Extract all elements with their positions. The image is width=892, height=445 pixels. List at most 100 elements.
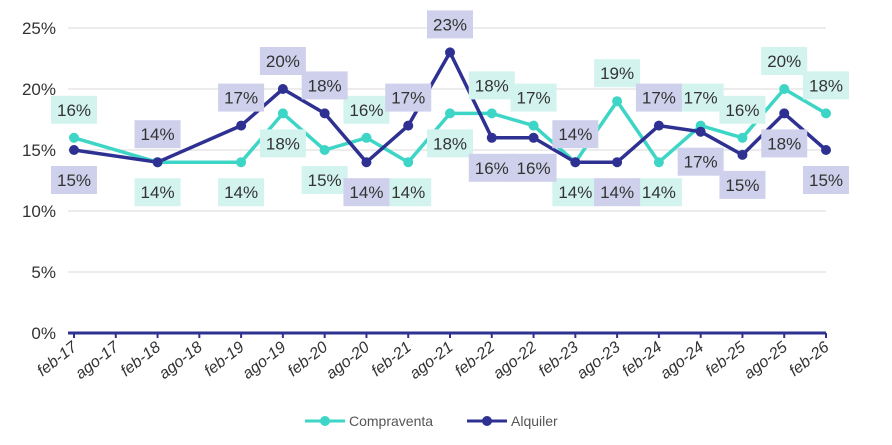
data-point (277, 84, 288, 94)
data-label-box (259, 129, 306, 158)
data-label: 16% (349, 101, 383, 120)
x-tick-label: feb-24 (619, 339, 665, 380)
data-point (528, 132, 539, 143)
data-point (486, 108, 497, 119)
data-label: 18% (433, 134, 467, 153)
data-point (653, 120, 664, 131)
series-points (69, 47, 831, 168)
data-point (277, 108, 288, 119)
data-label-box (594, 59, 641, 88)
x-tick-label: feb-18 (118, 339, 164, 380)
data-label-box (635, 178, 682, 207)
data-label: 17% (391, 89, 425, 108)
data-label-box (468, 71, 515, 100)
data-label: 18% (475, 76, 509, 95)
y-tick-label: 5% (31, 263, 56, 282)
data-label-box (552, 120, 599, 149)
data-point (403, 157, 414, 168)
x-tick-label: feb-21 (368, 339, 414, 380)
data-point (570, 157, 581, 168)
data-label: 18% (809, 76, 843, 95)
data-label: 17% (684, 89, 718, 108)
data-label-box (343, 95, 390, 124)
y-tick-label: 20% (22, 80, 56, 99)
data-point (236, 120, 247, 131)
x-tick-label: ago-23 (574, 339, 624, 383)
data-label-box (719, 170, 766, 199)
data-label-box (719, 95, 766, 124)
x-tick-label: feb-25 (703, 339, 749, 380)
data-label: 15% (57, 171, 91, 190)
legend-entry: Alquiler (511, 413, 558, 429)
data-label-box (301, 71, 348, 100)
data-point (653, 157, 664, 168)
legend: Compraventa Alquiler (305, 413, 558, 429)
data-label-box (803, 71, 849, 100)
data-label-box (761, 47, 808, 75)
x-tick-label: feb-22 (452, 339, 498, 380)
x-tick-label: ago-17 (73, 338, 124, 383)
x-tick-label: feb-17 (34, 338, 81, 380)
data-label: 15% (809, 171, 843, 190)
data-point (779, 108, 790, 119)
data-label: 14% (349, 183, 383, 202)
data-label-box (134, 178, 181, 207)
data-label-box (218, 178, 265, 207)
data-label-box (51, 95, 97, 124)
data-label-box (677, 147, 724, 176)
data-label-box (635, 83, 682, 112)
data-label-box (218, 83, 265, 112)
x-tick-label: ago-22 (490, 339, 540, 383)
x-tick-label: feb-20 (285, 339, 331, 380)
data-label-box (301, 166, 348, 194)
data-labels: 16% 14% 14% 18% 15% 16% 14% 18% 18% 17% 14% 19% 14% 1… (51, 10, 849, 207)
data-point (361, 157, 372, 168)
data-point (737, 132, 748, 143)
y-tick-label: 10% (22, 202, 56, 221)
data-label: 14% (224, 183, 258, 202)
data-label: 14% (600, 183, 634, 202)
data-point (152, 157, 163, 168)
data-label: 17% (224, 89, 258, 108)
data-label-box (594, 178, 641, 207)
data-label-box (468, 153, 515, 182)
data-label-box (51, 166, 97, 194)
data-point (612, 157, 623, 168)
data-label-box (427, 10, 473, 39)
y-tick-label: 0% (31, 324, 56, 343)
data-label-box (343, 178, 390, 207)
y-tick-label: 25% (22, 19, 56, 38)
grid-lines (68, 27, 826, 335)
x-tick-label: ago-18 (156, 339, 206, 383)
data-point (361, 132, 372, 143)
data-point (69, 132, 79, 143)
data-point (486, 132, 497, 143)
data-label: 18% (308, 76, 342, 95)
data-label-box (134, 120, 181, 149)
data-label: 20% (266, 52, 300, 71)
data-point (528, 120, 539, 131)
data-point (445, 47, 455, 58)
x-tick-label: ago-21 (407, 339, 457, 383)
data-point (821, 108, 831, 119)
y-tick-label: 15% (22, 141, 56, 160)
data-label: 16% (57, 101, 91, 120)
data-label: 16% (517, 159, 551, 178)
data-point (612, 96, 623, 107)
data-label-box (677, 83, 724, 112)
data-label-box (510, 153, 557, 182)
x-tick-label: feb-19 (201, 339, 247, 380)
data-point (319, 145, 330, 155)
data-label-box (803, 166, 849, 194)
data-label: 20% (767, 52, 801, 71)
x-tick-label: ago-19 (240, 339, 290, 383)
data-point (737, 149, 748, 160)
data-label: 14% (558, 183, 592, 202)
data-label-box (427, 129, 473, 158)
data-point (779, 84, 790, 94)
data-label: 23% (433, 15, 467, 34)
data-point (821, 145, 831, 155)
x-tick-label: ago-25 (741, 339, 791, 383)
data-point (445, 108, 455, 119)
